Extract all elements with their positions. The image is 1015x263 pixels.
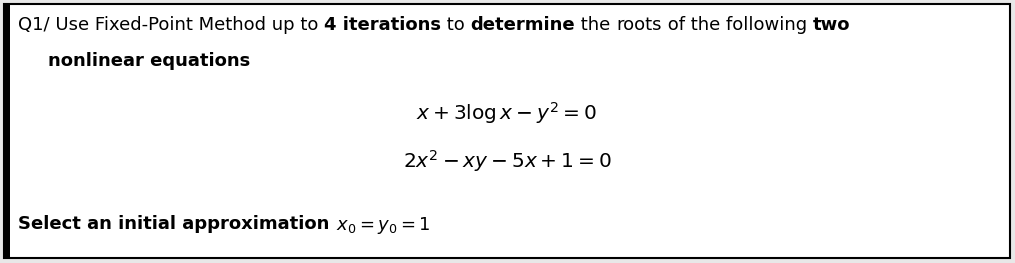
Text: nonlinear equations: nonlinear equations xyxy=(48,52,251,70)
Text: roots: roots xyxy=(616,16,662,34)
Text: to: to xyxy=(442,16,471,34)
Text: $x_0 = y_0 = 1$: $x_0 = y_0 = 1$ xyxy=(336,215,430,236)
Text: of the following: of the following xyxy=(662,16,813,34)
Text: $x + 3\mathrm{log}\,x - y^2 = 0$: $x + 3\mathrm{log}\,x - y^2 = 0$ xyxy=(416,100,598,126)
Text: Q1/ Use Fixed-Point Method up to: Q1/ Use Fixed-Point Method up to xyxy=(18,16,324,34)
Text: 4 iterations: 4 iterations xyxy=(324,16,442,34)
FancyBboxPatch shape xyxy=(4,4,1010,258)
Text: the: the xyxy=(576,16,616,34)
Text: determine: determine xyxy=(471,16,576,34)
Text: Select an initial approximation: Select an initial approximation xyxy=(18,215,336,233)
Text: two: two xyxy=(813,16,851,34)
Bar xyxy=(4,4,10,258)
Text: $2x^2 - xy - 5x + 1 = 0$: $2x^2 - xy - 5x + 1 = 0$ xyxy=(403,148,611,174)
